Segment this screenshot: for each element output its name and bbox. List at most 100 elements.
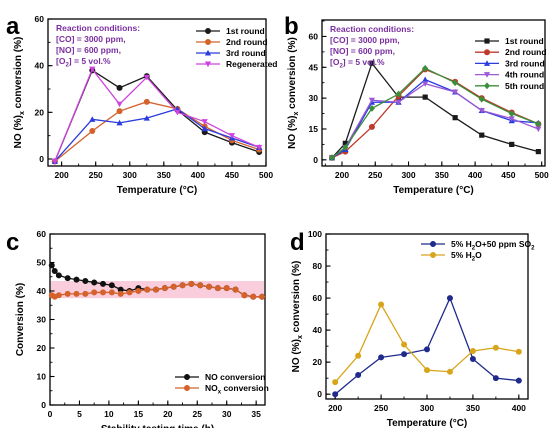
data-point <box>116 101 123 108</box>
data-point <box>89 128 96 135</box>
y-tick-label: 30 <box>37 315 47 325</box>
data-point <box>135 287 142 294</box>
series-line <box>54 69 260 162</box>
data-point <box>509 141 515 148</box>
legend-label: 4th round <box>505 70 544 80</box>
data-point <box>535 149 541 155</box>
y-tick-label: 30 <box>309 93 319 103</box>
data-point <box>64 275 71 282</box>
legend-swatch-marker <box>429 241 436 248</box>
conditions-line: [O2] = 5 vol.% <box>56 56 111 69</box>
x-tick-label: 30 <box>222 409 232 419</box>
x-tick-label: 300 <box>123 170 137 180</box>
legend-label: NO conversion <box>205 372 265 382</box>
x-tick-label: 350 <box>157 170 171 180</box>
data-point <box>214 285 221 292</box>
x-tick-label: 400 <box>468 170 482 180</box>
data-point <box>378 354 385 361</box>
data-point <box>100 280 107 287</box>
data-point <box>452 115 458 121</box>
legend-label: 5th round <box>505 81 544 91</box>
conditions-title: Reaction conditions: <box>330 24 414 34</box>
y-tick-label: 0 <box>313 155 318 165</box>
legend-swatch-marker <box>184 373 191 380</box>
legend-label: 3rd round <box>505 58 545 68</box>
legend-entry: 1st round <box>475 36 544 46</box>
data-point <box>423 346 430 353</box>
legend-swatch-marker <box>429 252 436 259</box>
data-point <box>395 99 402 106</box>
panel-label: d <box>290 229 305 256</box>
plot-frame <box>321 19 546 167</box>
data-point <box>108 282 115 289</box>
x-tick-label: 500 <box>535 170 549 180</box>
data-point <box>342 140 348 146</box>
legend-label: NOx conversion <box>205 383 269 396</box>
y-tick-label: 40 <box>37 286 47 296</box>
data-point <box>223 285 230 292</box>
data-point <box>116 108 123 115</box>
data-point <box>368 105 375 112</box>
series-5 <box>328 64 542 162</box>
legend-label: Regenerated <box>226 59 278 69</box>
data-point <box>91 279 98 286</box>
legend-swatch-marker <box>205 38 212 45</box>
data-point <box>82 290 89 297</box>
data-point <box>232 286 239 293</box>
data-point <box>82 278 89 285</box>
panel-d: d 200 250 300 350 400 0 20 40 60 80 100 Temperature … <box>290 229 535 429</box>
data-point <box>144 286 151 293</box>
legend-label: 2nd round <box>226 37 268 47</box>
data-point <box>91 289 98 296</box>
data-point <box>143 74 150 81</box>
data-point <box>73 290 80 297</box>
data-point <box>535 126 542 133</box>
x-tick-label: 200 <box>328 403 342 413</box>
y-tick-label: 15 <box>309 124 319 134</box>
data-point <box>259 293 266 300</box>
data-point <box>469 347 476 354</box>
data-point <box>422 76 429 83</box>
legend-label: 1st round <box>505 36 544 46</box>
data-point <box>161 285 168 292</box>
x-tick-label: 35 <box>251 409 261 419</box>
panel-label: b <box>284 13 299 40</box>
x-tick-label: 450 <box>225 170 239 180</box>
y-axis-label: NO (%)x conversion (%) <box>287 37 300 149</box>
conditions-title: Reaction conditions: <box>56 23 140 33</box>
data-point <box>446 295 453 302</box>
conditions-line: [CO] = 3000 ppm, <box>330 35 400 45</box>
data-point <box>492 375 499 382</box>
data-point <box>241 292 248 299</box>
series-4 <box>328 81 542 161</box>
legend-label: 3rd round <box>226 48 266 58</box>
y-tick-label: 50 <box>37 258 47 268</box>
series-2 <box>48 280 266 300</box>
data-point <box>515 348 522 355</box>
data-point <box>206 283 213 290</box>
legend-entry: 4th round <box>475 70 544 80</box>
x-tick-label: 400 <box>512 403 526 413</box>
series-1 <box>332 295 522 398</box>
y-tick-label: 40 <box>35 61 45 71</box>
x-tick-label: 5 <box>77 409 82 419</box>
data-point <box>332 391 339 398</box>
y-tick-label: 20 <box>313 357 323 367</box>
x-tick-label: 25 <box>193 409 203 419</box>
data-point <box>508 116 515 122</box>
data-point <box>170 283 177 290</box>
conditions-line: [CO] = 3000 ppm, <box>56 34 126 44</box>
data-point <box>201 125 208 132</box>
y-axis-label: NO (%)x conversion (%) <box>291 261 304 373</box>
data-point <box>515 377 522 384</box>
y-axis-label: Conversion (%) <box>15 283 26 356</box>
legend-entry: NO conversion <box>175 372 265 382</box>
y-tick-label: 45 <box>309 62 319 72</box>
x-tick-label: 200 <box>335 170 349 180</box>
data-point <box>48 262 55 269</box>
data-point <box>89 66 96 73</box>
legend-entry: 5% H2O+50 ppm SO2 <box>421 239 535 252</box>
data-point <box>368 123 375 130</box>
